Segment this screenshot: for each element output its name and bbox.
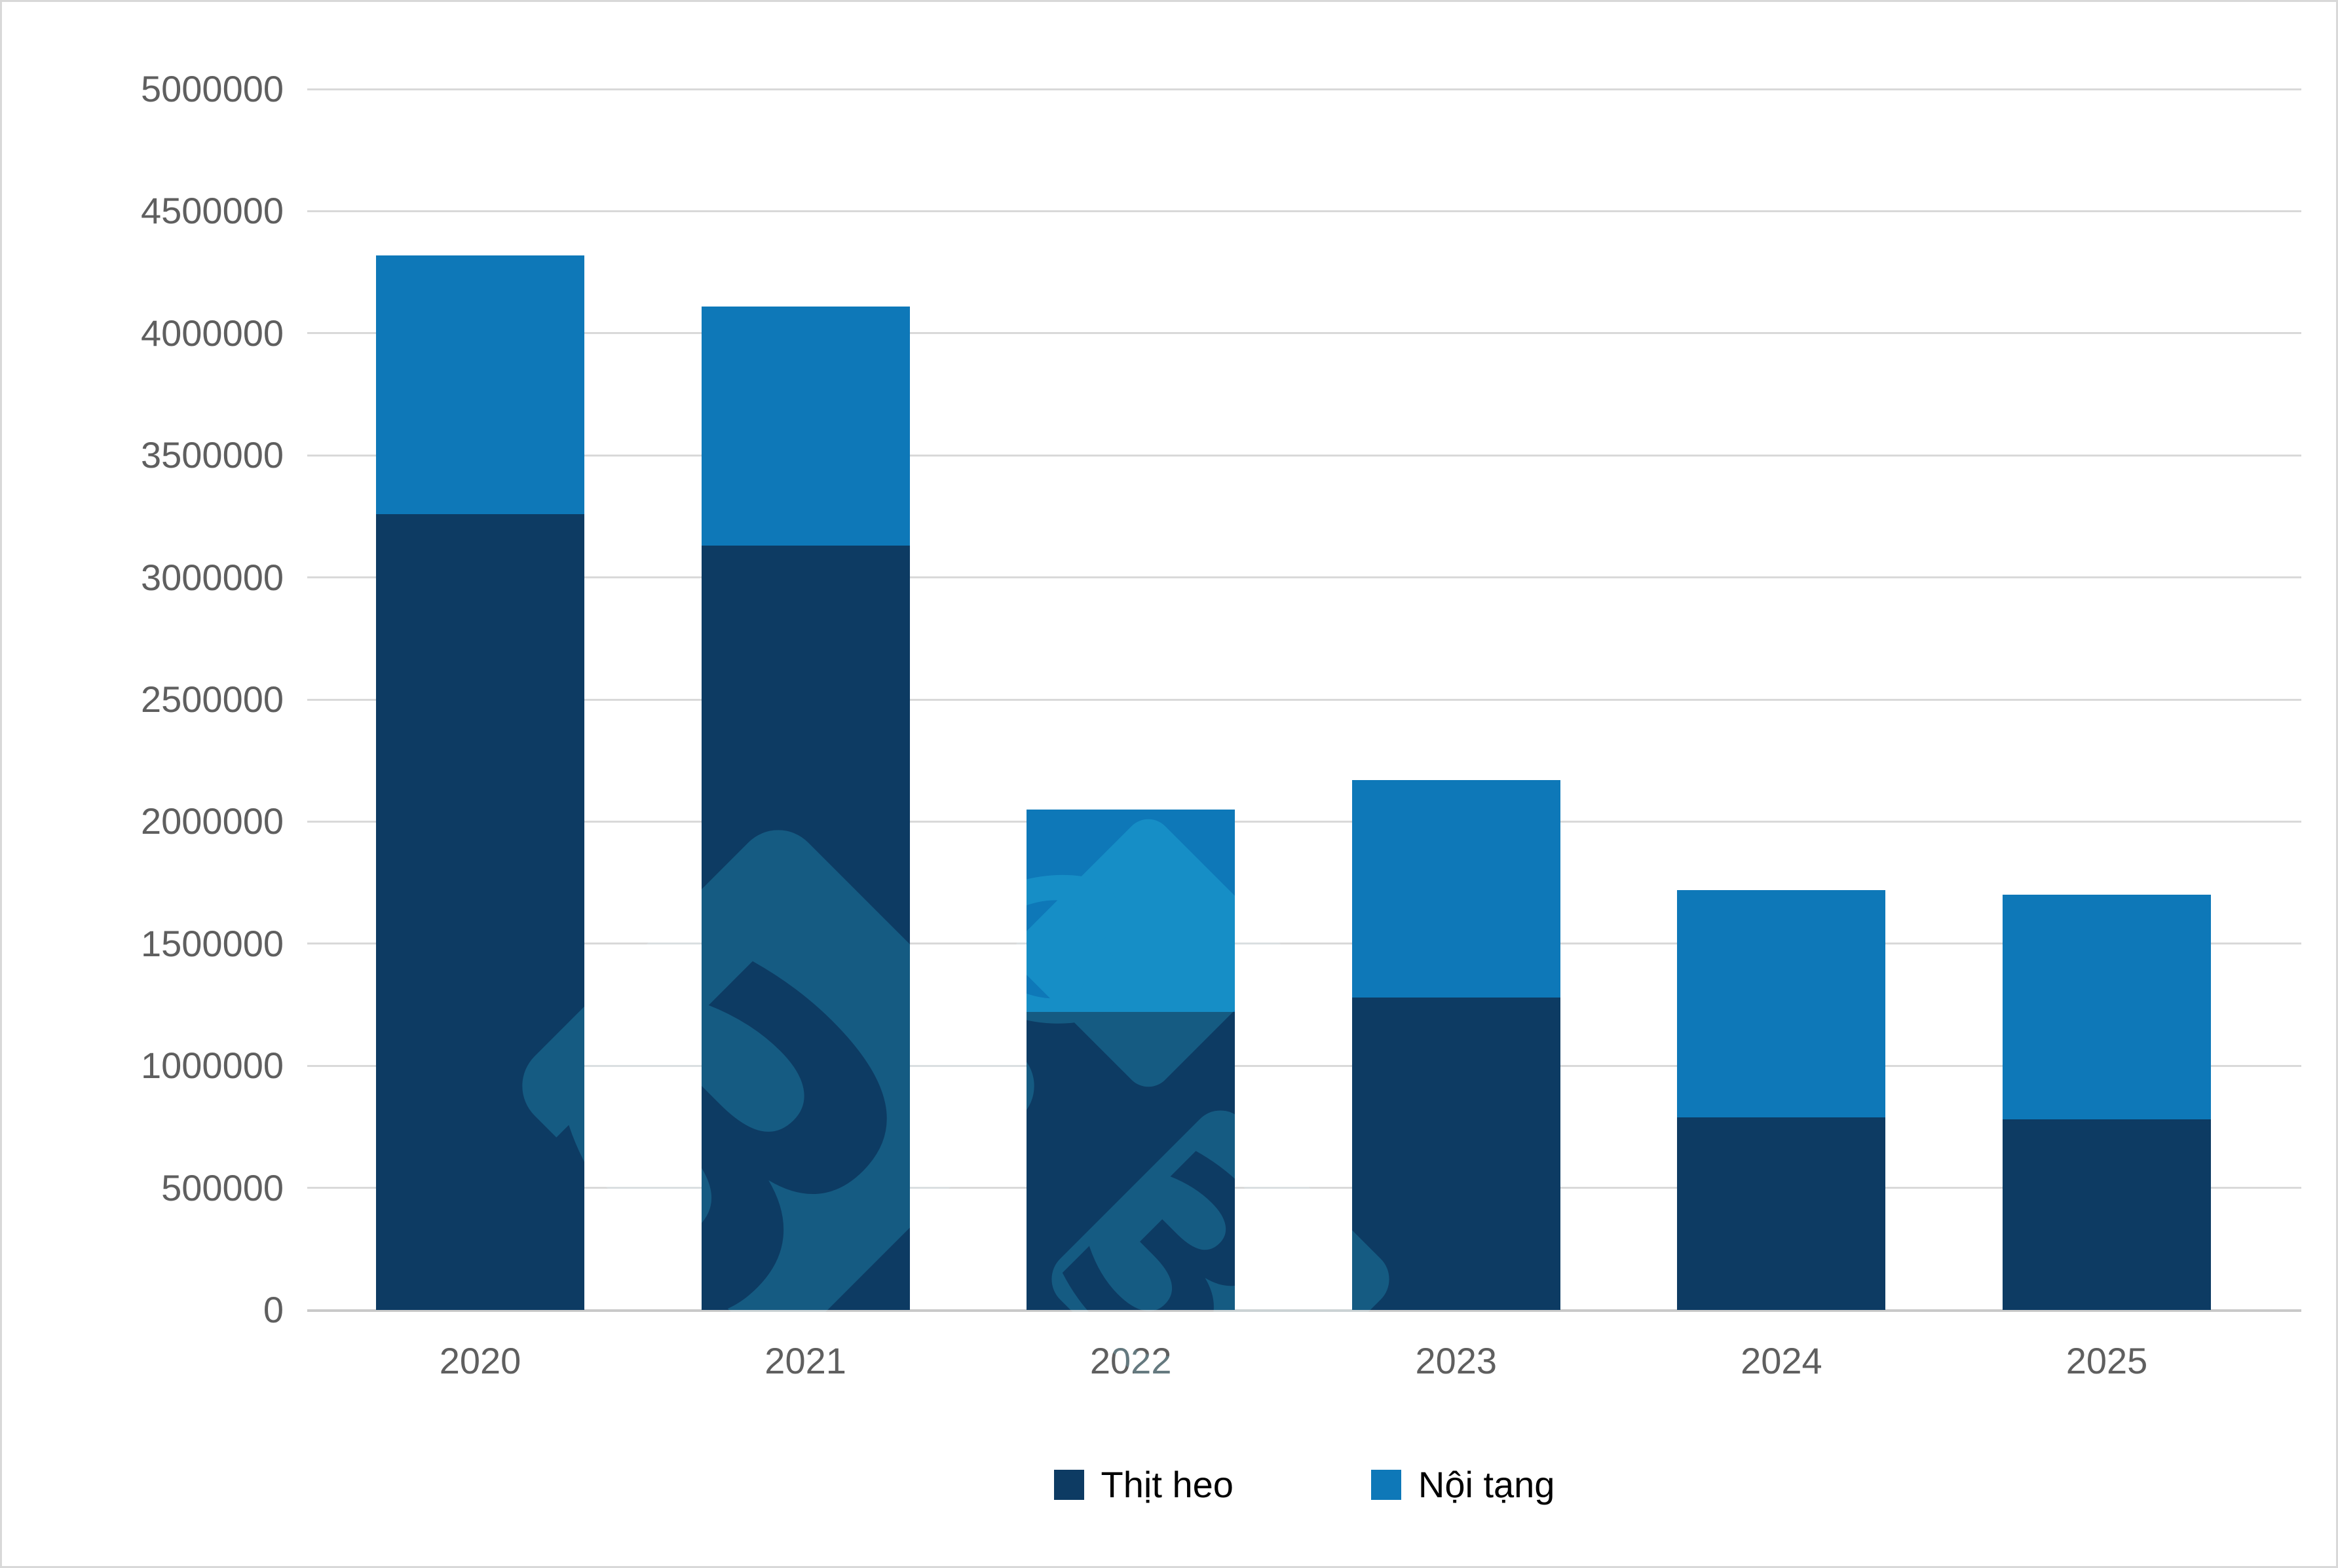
bar-segment-2024-series1 bbox=[1677, 889, 1886, 1117]
x-tick-label: 2025 bbox=[2065, 1340, 2148, 1381]
bar-segment-2021-series1 bbox=[701, 306, 910, 546]
legend-swatch bbox=[1053, 1470, 1084, 1500]
legend-label: Thịt heo bbox=[1101, 1464, 1234, 1505]
x-tick-label: 2020 bbox=[439, 1340, 521, 1381]
bar-stack-2024 bbox=[1677, 89, 1886, 1310]
legend-item-1: Nội tạng bbox=[1370, 1464, 1555, 1506]
bar-stack-2023 bbox=[1351, 89, 1560, 1310]
bar-segment-2022-series0 bbox=[1027, 1012, 1235, 1310]
bar-segment-2020-series1 bbox=[376, 255, 584, 514]
legend-swatch bbox=[1370, 1470, 1401, 1500]
bar-segment-2023-series1 bbox=[1351, 780, 1560, 998]
y-tick-label: 500000 bbox=[161, 1167, 284, 1208]
x-tick-label: 2021 bbox=[764, 1340, 846, 1381]
bar-segment-2021-series0 bbox=[701, 546, 910, 1310]
x-tick-label: 2022 bbox=[1089, 1340, 1172, 1381]
y-tick-label: 3000000 bbox=[140, 556, 284, 598]
y-tick-label: 1000000 bbox=[140, 1045, 284, 1087]
y-tick-label: 0 bbox=[263, 1289, 284, 1330]
gridline bbox=[307, 1064, 2301, 1067]
y-tick-label: 4000000 bbox=[140, 312, 284, 354]
legend-label: Nội tạng bbox=[1418, 1464, 1555, 1505]
bar-segment-2024-series0 bbox=[1677, 1117, 1886, 1310]
y-tick-label: 1500000 bbox=[140, 922, 284, 964]
bar-stack-2020 bbox=[376, 89, 584, 1310]
bar-stack-2022 bbox=[1027, 89, 1235, 1310]
y-tick-label: 4500000 bbox=[140, 190, 284, 232]
bar-segment-2025-series1 bbox=[2003, 895, 2211, 1120]
gridline bbox=[307, 332, 2301, 335]
y-tick-label: 5000000 bbox=[140, 68, 284, 109]
bar-stack-2025 bbox=[2003, 89, 2211, 1310]
gridline bbox=[307, 943, 2301, 945]
y-tick-label: 3500000 bbox=[140, 434, 284, 476]
bar-segment-2020-series0 bbox=[376, 513, 584, 1310]
bar-segment-2023-series0 bbox=[1351, 997, 1560, 1310]
bar-stack-2021 bbox=[701, 89, 910, 1310]
y-tick-label: 2000000 bbox=[140, 800, 284, 842]
x-tick-label: 2024 bbox=[1741, 1340, 1822, 1381]
gridline bbox=[307, 454, 2301, 457]
bar-segment-2022-series1 bbox=[1027, 809, 1235, 1013]
gridline bbox=[307, 698, 2301, 701]
x-tick-label: 2023 bbox=[1415, 1340, 1498, 1381]
gridline bbox=[307, 820, 2301, 823]
gridline bbox=[307, 210, 2301, 212]
y-tick-label: 2500000 bbox=[140, 679, 284, 720]
gridline bbox=[307, 576, 2301, 579]
bar-segment-2025-series0 bbox=[2003, 1119, 2211, 1310]
legend-item-0: Thịt heo bbox=[1053, 1464, 1234, 1506]
gridline bbox=[307, 88, 2301, 90]
legend: Thịt heo Nội tạng bbox=[307, 1464, 2301, 1506]
